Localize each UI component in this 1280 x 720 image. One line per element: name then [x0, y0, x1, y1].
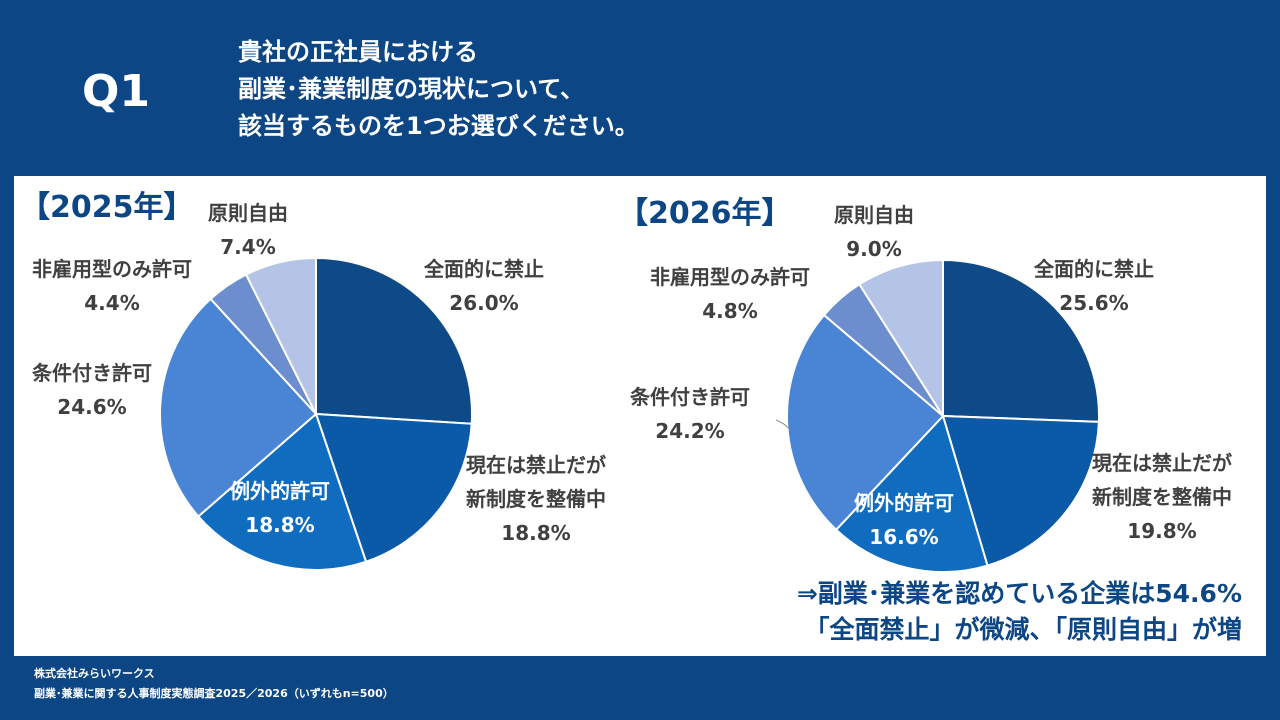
footer-source: 株式会社みらいワークス 副業･兼業に関する人事制度実態調査2025／2026（い… [34, 664, 394, 704]
question-line-3: 該当するものを1つお選びください。 [238, 112, 639, 140]
pie-2025-slice-0 [315, 256, 473, 425]
question-line-2: 副業･兼業制度の現状について、 [238, 75, 585, 103]
pie-2025-slice-1 [314, 412, 473, 564]
label-2025-preparing: 現在は禁止だが 新制度を整備中 18.8% [466, 453, 606, 545]
question-number: Q1 [82, 66, 151, 117]
pie-2026-slice-3 [786, 313, 945, 532]
pie-2025-slice-2 [196, 412, 368, 571]
label-2026-preparing: 現在は禁止だが 新制度を整備中 19.8% [1092, 451, 1232, 543]
question-line-1: 貴社の正社員における [238, 38, 478, 66]
label-2025-conditional: 条件付き許可 24.6% [32, 361, 152, 419]
label-2026-free: 原則自由 9.0% [834, 203, 914, 261]
chart-title-2025: 【2025年】 [20, 190, 194, 225]
chart-title-2026: 【2026年】 [618, 196, 792, 231]
leader-line-2026-conditional [775, 419, 791, 431]
label-2026-full-ban: 全面的に禁止 25.6% [1034, 257, 1154, 315]
pie-charts [159, 256, 1100, 573]
label-2026-exception: 例外的許可 16.6% [854, 491, 954, 549]
footer-company: 株式会社みらいワークス [34, 667, 155, 680]
pie-2025-slice-5 [244, 256, 317, 415]
pie-2025-slice-3 [159, 297, 318, 518]
conclusion-text: ⇒副業･兼業を認めている企業は54.6% 「全面禁止」が微減、「原則自由」が増 [797, 576, 1242, 648]
pie-2026-slice-5 [858, 258, 944, 420]
label-2026-non-employment: 非雇用型のみ許可 4.8% [650, 265, 810, 323]
pie-2026-slice-2 [834, 414, 989, 573]
label-2025-free: 原則自由 7.4% [208, 201, 288, 259]
chart-panel: 【2025年】 【2026年】 全面的に禁止 26.0% 現在は禁止だが 新制度を整… [14, 176, 1266, 656]
footer-survey: 副業･兼業に関する人事制度実態調査2025／2026（いずれもn=500） [34, 687, 394, 700]
pie-2026-slice-0 [942, 258, 1100, 423]
pie-2026-slice-1 [941, 414, 1100, 567]
question-text: 貴社の正社員における 副業･兼業制度の現状について、 該当するものを1つお選びく… [238, 34, 639, 145]
conclusion-line-2: 「全面禁止」が微減、「原則自由」が増 [804, 615, 1242, 644]
conclusion-line-1: ⇒副業･兼業を認めている企業は54.6% [796, 579, 1242, 608]
label-2025-exception: 例外的許可 18.8% [230, 479, 330, 537]
label-2025-non-employment: 非雇用型のみ許可 4.4% [32, 257, 192, 315]
label-2026-conditional: 条件付き許可 24.2% [630, 385, 750, 443]
label-2025-full-ban: 全面的に禁止 26.0% [424, 257, 544, 315]
